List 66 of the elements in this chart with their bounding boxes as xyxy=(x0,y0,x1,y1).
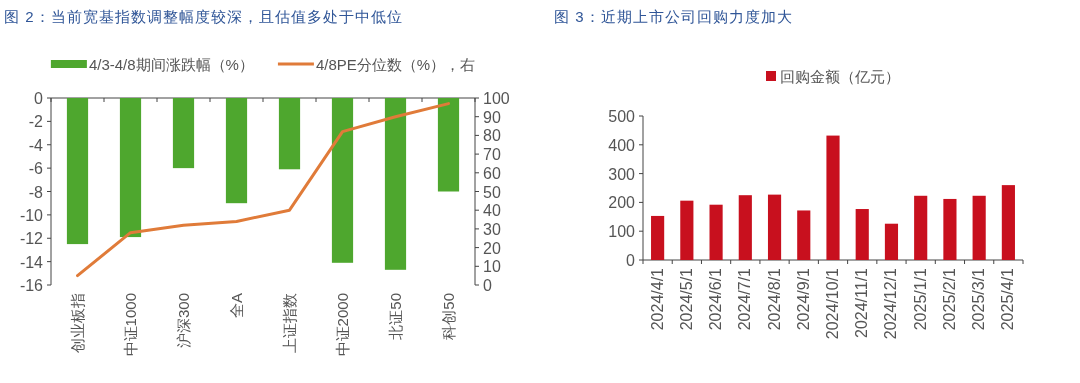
x-tick-label: 2025/2/1 xyxy=(940,267,958,331)
x-tick-label: 上证指数 xyxy=(280,293,298,353)
legend-label: 回购金额（亿元） xyxy=(780,68,900,85)
x-tick-label: 科创50 xyxy=(439,293,457,340)
y2-tick-label: 100 xyxy=(483,90,510,107)
bar xyxy=(855,209,869,260)
y2-tick-label: 40 xyxy=(483,202,501,220)
x-tick-label: 中证1000 xyxy=(121,293,139,357)
chart-title: 图 2：当前宽基指数调整幅度较深，且估值多处于中低位 xyxy=(4,8,403,25)
x-tick-label: 全A xyxy=(227,293,245,319)
y2-tick-label: 70 xyxy=(483,146,501,164)
y-tick-label: 100 xyxy=(608,223,636,241)
y2-tick-label: 60 xyxy=(483,164,501,182)
y2-tick-label: 20 xyxy=(483,239,501,257)
y-tick-label: 0 xyxy=(34,90,44,107)
bar xyxy=(797,210,811,260)
bar xyxy=(826,135,840,260)
x-tick-label: 2024/7/1 xyxy=(736,267,754,331)
y2-tick-label: 0 xyxy=(483,277,492,294)
bar xyxy=(884,223,899,260)
y-tick-label: 400 xyxy=(608,136,636,154)
x-tick-label: 沪深300 xyxy=(174,293,192,349)
x-tick-label: 2024/6/1 xyxy=(707,267,725,331)
x-tick-label: 2024/10/1 xyxy=(824,267,841,340)
bar xyxy=(914,195,928,260)
y2-tick-label: 10 xyxy=(483,258,501,276)
bar xyxy=(767,194,782,260)
x-tick-label: 2025/3/1 xyxy=(970,267,988,331)
chart-title: 图 3：近期上市公司回购力度加大 xyxy=(554,8,793,25)
y2-tick-label: 90 xyxy=(483,108,501,126)
bar xyxy=(651,215,665,260)
y-tick-label: -14 xyxy=(19,253,44,271)
y-tick-label: 500 xyxy=(608,108,636,125)
y-tick-label: 200 xyxy=(608,194,636,212)
x-tick-label: 2025/4/1 xyxy=(999,267,1017,331)
bar xyxy=(943,198,957,260)
bar xyxy=(738,195,752,260)
y2-tick-label: 50 xyxy=(483,183,501,201)
x-tick-label: 2024/4/1 xyxy=(648,267,666,331)
x-tick-label: 2025/1/1 xyxy=(911,267,929,331)
y-tick-label: -6 xyxy=(28,160,44,178)
x-tick-label: 2024/11/1 xyxy=(853,267,871,338)
y-tick-label: -2 xyxy=(28,113,44,131)
y-tick-label: -8 xyxy=(28,183,44,201)
y2-tick-label: 80 xyxy=(483,127,501,145)
y-tick-label: -12 xyxy=(19,230,44,248)
x-tick-label: 中证2000 xyxy=(333,293,351,357)
y-tick-label: 300 xyxy=(608,165,636,183)
y2-tick-label: 30 xyxy=(483,220,501,238)
x-tick-label: 2024/5/1 xyxy=(677,267,695,331)
legend-label: 4/3-4/8期间涨跌幅（%） xyxy=(88,56,254,73)
x-tick-label: 2024/8/1 xyxy=(765,267,783,331)
x-tick-label: 2024/9/1 xyxy=(794,267,812,331)
y-tick-label: -4 xyxy=(28,136,44,154)
y-tick-label: -16 xyxy=(19,277,44,294)
x-tick-label: 北证50 xyxy=(386,293,404,340)
line-series xyxy=(76,102,450,278)
bar xyxy=(680,200,694,260)
bar xyxy=(972,195,986,260)
legend-label: 4/8PE分位数（%），右 xyxy=(315,56,476,73)
x-tick-label: 2024/12/1 xyxy=(882,267,900,340)
bar xyxy=(1001,185,1015,260)
x-tick-label: 创业板指 xyxy=(68,293,86,353)
y-tick-label: 0 xyxy=(626,252,636,269)
bar xyxy=(709,204,723,260)
y-tick-label: -10 xyxy=(19,206,44,224)
